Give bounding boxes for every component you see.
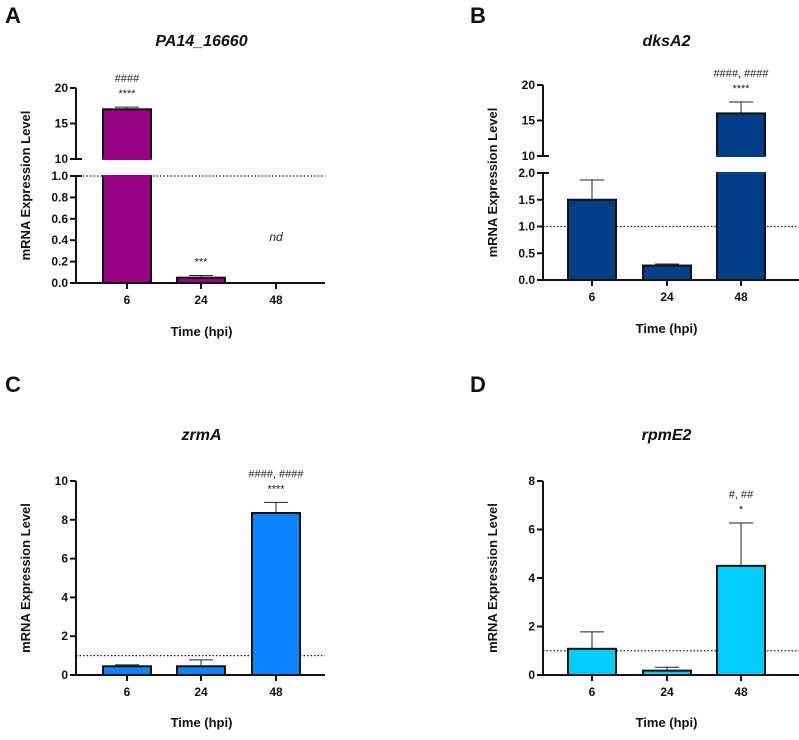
bar-6 xyxy=(567,647,617,676)
y-tick-label: 4 xyxy=(528,571,535,585)
significance-hashes: #, ## xyxy=(729,489,754,501)
bar-48 xyxy=(251,512,301,677)
y-axis-title: mRNA Expression Level xyxy=(18,503,33,653)
y-tick-label: 0 xyxy=(61,668,68,682)
significance-hashes: #### xyxy=(115,73,140,85)
chart-title: dksA2 xyxy=(642,33,690,50)
bar-6-lower xyxy=(102,175,152,284)
panel-letter: B xyxy=(470,3,486,28)
y-tick-label: 1.0 xyxy=(518,220,535,234)
y-tick-label: 0 xyxy=(528,668,535,682)
y-tick-label: 15 xyxy=(55,117,69,131)
bar-6 xyxy=(567,198,617,281)
y-tick-label: 8 xyxy=(528,474,535,488)
significance-hashes: ####, #### xyxy=(248,468,304,480)
x-tick-label: 48 xyxy=(734,290,748,304)
x-tick-label: 6 xyxy=(124,293,131,307)
y-axis-title: mRNA Expression Level xyxy=(485,108,500,258)
bar-48 xyxy=(716,564,766,676)
x-tick-label: 24 xyxy=(660,290,674,304)
x-tick-label: 24 xyxy=(660,685,674,699)
chart-title: PA14_16660 xyxy=(155,33,247,50)
bar-break-fill xyxy=(103,175,151,177)
y-tick-label: 0.0 xyxy=(51,276,68,290)
bar-48-upper xyxy=(716,112,766,157)
y-tick-label: 6 xyxy=(528,523,535,537)
y-tick-label: 8 xyxy=(61,513,68,527)
y-tick-label: 2 xyxy=(528,620,535,634)
x-tick-label: 6 xyxy=(589,290,596,304)
y-tick-label: 0.4 xyxy=(51,233,68,247)
significance-stars: **** xyxy=(267,483,285,495)
y-tick-label: 1.0 xyxy=(51,169,68,183)
significance-stars: **** xyxy=(118,88,136,100)
y-tick-label: 10 xyxy=(55,474,69,488)
y-tick-label: 2 xyxy=(61,629,68,643)
y-tick-label: 0.2 xyxy=(51,255,68,269)
significance-hashes: ####, #### xyxy=(713,68,769,80)
y-axis-title: mRNA Expression Level xyxy=(18,111,33,261)
x-tick-label: 24 xyxy=(194,293,208,307)
axis-break-gap xyxy=(715,157,767,172)
y-tick-label: 10 xyxy=(522,149,536,163)
y-tick-label: 15 xyxy=(522,114,536,128)
y-tick-label: 1.5 xyxy=(518,193,535,207)
x-tick-label: 6 xyxy=(124,685,131,699)
x-axis-title: Time (hpi) xyxy=(636,321,698,336)
x-tick-label: 24 xyxy=(194,685,208,699)
bar-24 xyxy=(176,665,226,677)
y-tick-label: 20 xyxy=(55,81,69,95)
panel-letter: C xyxy=(5,372,21,397)
significance-stars: **** xyxy=(732,83,750,95)
y-tick-label: 4 xyxy=(61,590,68,604)
panel-letter: A xyxy=(5,3,21,28)
y-tick-label: 0.6 xyxy=(51,212,68,226)
bar-break-fill xyxy=(717,172,765,174)
not-detected-label: nd xyxy=(269,230,283,244)
axis-break-gap xyxy=(101,160,153,175)
chart-title: rpmE2 xyxy=(642,427,692,444)
y-tick-label: 20 xyxy=(522,78,536,92)
bar-6-upper xyxy=(102,108,152,161)
x-tick-label: 6 xyxy=(589,685,596,699)
y-tick-label: 2.0 xyxy=(518,166,535,180)
panel-a: A PA14_16660 0.0 0.2 0.4 0.6 0.8 1.0 10 15 20 6 24 48… xyxy=(5,3,325,339)
bar-48-lower xyxy=(716,172,766,281)
bar-24 xyxy=(642,264,692,281)
y-tick-label: 0.5 xyxy=(518,246,535,260)
y-tick-label: 0.8 xyxy=(51,190,68,204)
panel-letter: D xyxy=(470,372,486,397)
significance-stars: *** xyxy=(195,257,209,269)
bar-break-fill xyxy=(716,155,766,158)
significance-stars: * xyxy=(739,504,744,516)
y-tick-label: 10 xyxy=(55,152,69,166)
x-axis-title: Time (hpi) xyxy=(636,715,698,730)
x-tick-label: 48 xyxy=(269,293,283,307)
y-tick-label: 0.0 xyxy=(518,273,535,287)
bar-break-fill xyxy=(102,158,152,161)
chart-title: zrmA xyxy=(180,427,221,444)
x-axis-title: Time (hpi) xyxy=(171,715,233,730)
x-tick-label: 48 xyxy=(269,685,283,699)
x-axis-title: Time (hpi) xyxy=(171,324,233,339)
bar-6 xyxy=(102,665,152,677)
y-tick-label: 6 xyxy=(61,552,68,566)
y-axis-title: mRNA Expression Level xyxy=(485,503,500,653)
x-tick-label: 48 xyxy=(734,685,748,699)
